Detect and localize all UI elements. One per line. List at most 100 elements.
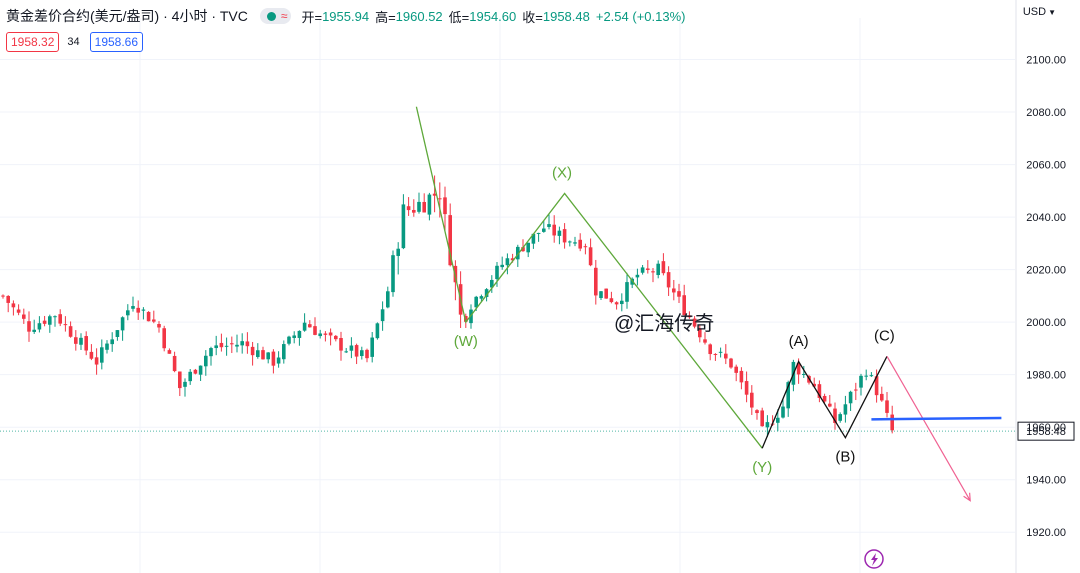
sell-price-button[interactable]: 1958.32 (6, 32, 60, 52)
candle-body (193, 369, 198, 374)
candle-body (822, 395, 827, 402)
candle-body (250, 346, 255, 356)
candle-body (542, 228, 546, 232)
candle-body (812, 383, 816, 387)
candle-body (27, 321, 31, 332)
candle-body (656, 263, 660, 276)
candle-body (583, 246, 588, 248)
candle-body (235, 344, 239, 347)
candle-body (32, 329, 36, 332)
candle-body (474, 296, 478, 308)
candle-body (380, 309, 385, 322)
support-line (871, 416, 1002, 421)
candle-body (568, 241, 572, 243)
candle-body (386, 291, 390, 308)
candle-body (661, 261, 666, 274)
y-tick-label: 2060.00 (1026, 160, 1066, 172)
candle-body (240, 341, 244, 346)
candle-body (120, 317, 125, 331)
candle-body (328, 332, 333, 336)
candle-body (843, 404, 848, 415)
candle-body (557, 230, 562, 236)
elliott-wave-line (761, 355, 888, 449)
buy-price-button[interactable]: 1958.66 (89, 32, 144, 52)
currency-label: USD (1022, 6, 1047, 18)
candle-body (708, 344, 712, 355)
candle-body (609, 298, 614, 303)
candle-body (178, 371, 182, 389)
candle-body (11, 303, 16, 308)
y-tick-label: 1980.00 (1026, 370, 1066, 382)
candle-body (6, 295, 10, 303)
candle-body (256, 350, 260, 357)
candle-body (516, 246, 520, 260)
candle-body (718, 351, 723, 353)
candle-body (230, 343, 234, 345)
candle-body (724, 353, 728, 359)
candle-body (245, 341, 250, 347)
candle-body (630, 278, 634, 285)
symbol-title[interactable]: 黄金差价合约(美元/盎司) · 4小时 · TVC (6, 8, 248, 24)
candle-body (42, 320, 47, 324)
candle-body (396, 248, 400, 256)
candle-body (880, 393, 884, 401)
candle-body (750, 392, 754, 408)
candle-body (479, 296, 484, 299)
candle-body (157, 324, 161, 328)
candle-body (594, 267, 598, 296)
candle-body (188, 371, 192, 382)
chevron-down-icon: ▼ (1048, 8, 1056, 17)
candle-body (854, 389, 858, 391)
candle-body (599, 291, 603, 299)
candle-body (531, 233, 536, 244)
market-status-pill[interactable]: ≈ (259, 8, 292, 24)
candle-body (105, 343, 109, 350)
candle-body (786, 382, 790, 409)
candle-body (53, 316, 57, 318)
candle-body (172, 355, 177, 372)
wave-label: (B) (835, 448, 855, 465)
candle-body (391, 255, 395, 293)
candle-body (744, 381, 749, 395)
candle-body (224, 345, 229, 347)
candle-body (354, 345, 359, 357)
candle-body (344, 351, 348, 353)
candle-body (500, 264, 504, 268)
candle-body (276, 357, 281, 364)
candle-body (136, 307, 140, 313)
candle-body (817, 384, 822, 398)
candle-body (484, 289, 489, 298)
candle-body (828, 403, 832, 407)
candle-body (448, 215, 452, 266)
currency-selector[interactable]: USD ▼ (1023, 6, 1056, 18)
watermark-text: @汇海传奇 (614, 312, 714, 335)
candle-body (349, 345, 354, 351)
chart-header: 黄金差价合约(美元/盎司) · 4小时 · TVC ≈ 开= 1955.94 高… (6, 6, 691, 26)
candle-body (219, 342, 224, 348)
candle-body (427, 194, 432, 215)
candle-body (183, 381, 187, 387)
candle-body (505, 258, 510, 266)
candle-body (526, 242, 530, 253)
y-tick-label: 2020.00 (1026, 265, 1066, 277)
candle-body (620, 300, 624, 305)
market-open-icon (266, 11, 276, 21)
candle-body (271, 351, 276, 366)
candle-body (422, 201, 426, 213)
candle-body (739, 370, 744, 383)
candle-body (141, 309, 146, 311)
candle-body (859, 375, 863, 388)
candle-body (74, 337, 78, 344)
candle-body (635, 274, 640, 278)
candle-body (755, 410, 759, 414)
candle-body (48, 316, 52, 325)
candle-body (167, 350, 172, 354)
lightning-bolt (871, 553, 878, 566)
candle-body (495, 265, 499, 280)
ohlc-low-value: 1954.60 (469, 8, 517, 24)
candle-body (552, 224, 556, 236)
y-tick-label: 2100.00 (1026, 55, 1066, 67)
candle-body (126, 310, 130, 316)
